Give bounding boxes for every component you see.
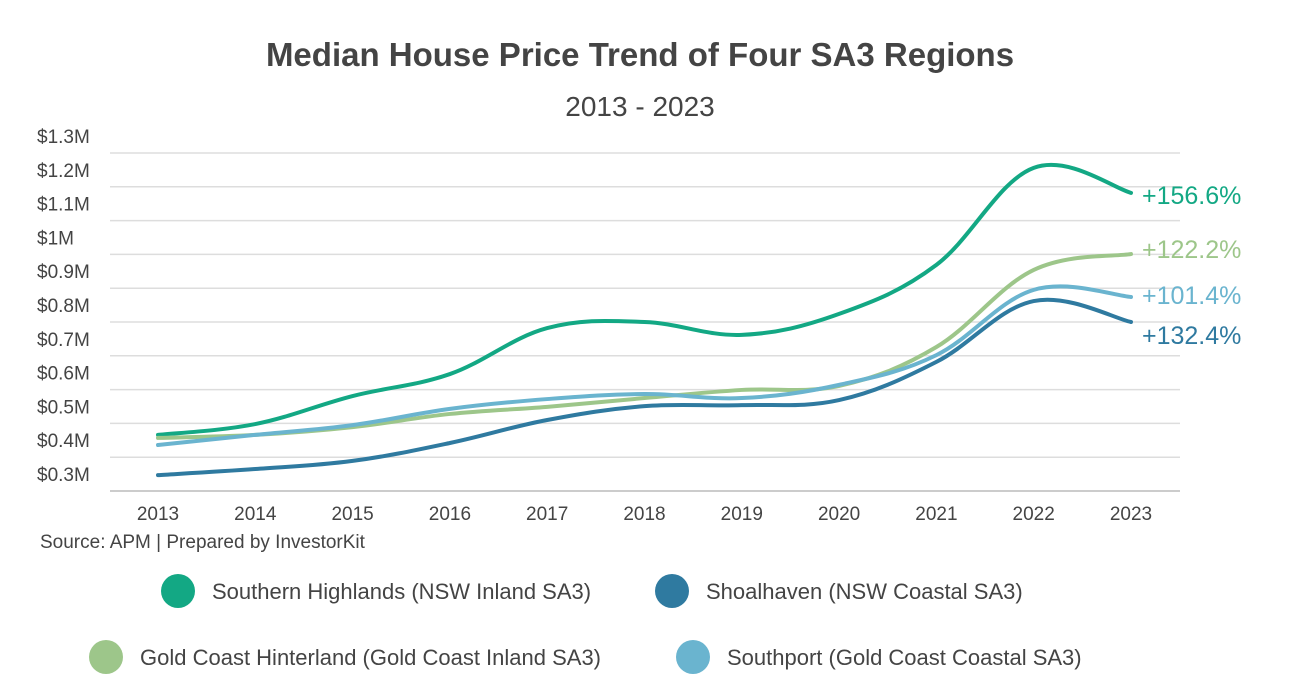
y-tick-label: $0.6M xyxy=(37,364,90,385)
x-tick-label: 2013 xyxy=(137,504,179,525)
source-note: Source: APM | Prepared by InvestorKit xyxy=(40,532,366,553)
legend-label: Shoalhaven (NSW Coastal SA3) xyxy=(706,579,1023,604)
x-tick-label: 2021 xyxy=(915,504,957,525)
legend-label: Southport (Gold Coast Coastal SA3) xyxy=(727,645,1082,670)
x-tick-label: 2014 xyxy=(234,504,277,525)
series-line xyxy=(156,284,1133,448)
y-tick-label: $1M xyxy=(37,228,74,249)
y-tick-label: $0.4M xyxy=(37,431,90,452)
legend-marker xyxy=(161,574,195,608)
x-tick-label: 2020 xyxy=(818,504,860,525)
legend-label: Gold Coast Hinterland (Gold Coast Inland… xyxy=(140,645,601,670)
series-line xyxy=(156,162,1133,437)
end-label: +122.2% xyxy=(1142,236,1241,264)
x-tick-label: 2018 xyxy=(623,504,665,525)
x-tick-label: 2023 xyxy=(1110,504,1152,525)
x-tick-label: 2015 xyxy=(331,504,373,525)
y-tick-label: $0.3M xyxy=(37,465,90,486)
x-tick-label: 2022 xyxy=(1013,504,1055,525)
y-tick-label: $1.3M xyxy=(37,127,90,148)
end-label: +132.4% xyxy=(1142,322,1241,350)
chart-subtitle: 2013 - 2023 xyxy=(565,91,714,122)
legend-marker xyxy=(89,640,123,674)
x-tick-label: 2017 xyxy=(526,504,568,525)
legend-marker xyxy=(655,574,689,608)
x-tick-label: 2016 xyxy=(429,504,471,525)
y-tick-label: $0.8M xyxy=(37,296,90,317)
end-label: +101.4% xyxy=(1142,282,1241,310)
y-tick-label: $0.7M xyxy=(37,330,90,351)
y-tick-label: $1.1M xyxy=(37,195,90,216)
y-tick-label: $0.9M xyxy=(37,262,90,283)
y-tick-label: $0.5M xyxy=(37,397,90,418)
x-tick-label: 2019 xyxy=(721,504,763,525)
series-line xyxy=(156,297,1133,478)
chart-title: Median House Price Trend of Four SA3 Reg… xyxy=(266,36,1014,73)
legend-marker xyxy=(676,640,710,674)
y-tick-label: $1.2M xyxy=(37,161,90,182)
legend-label: Southern Highlands (NSW Inland SA3) xyxy=(212,579,591,604)
end-label: +156.6% xyxy=(1142,182,1241,210)
